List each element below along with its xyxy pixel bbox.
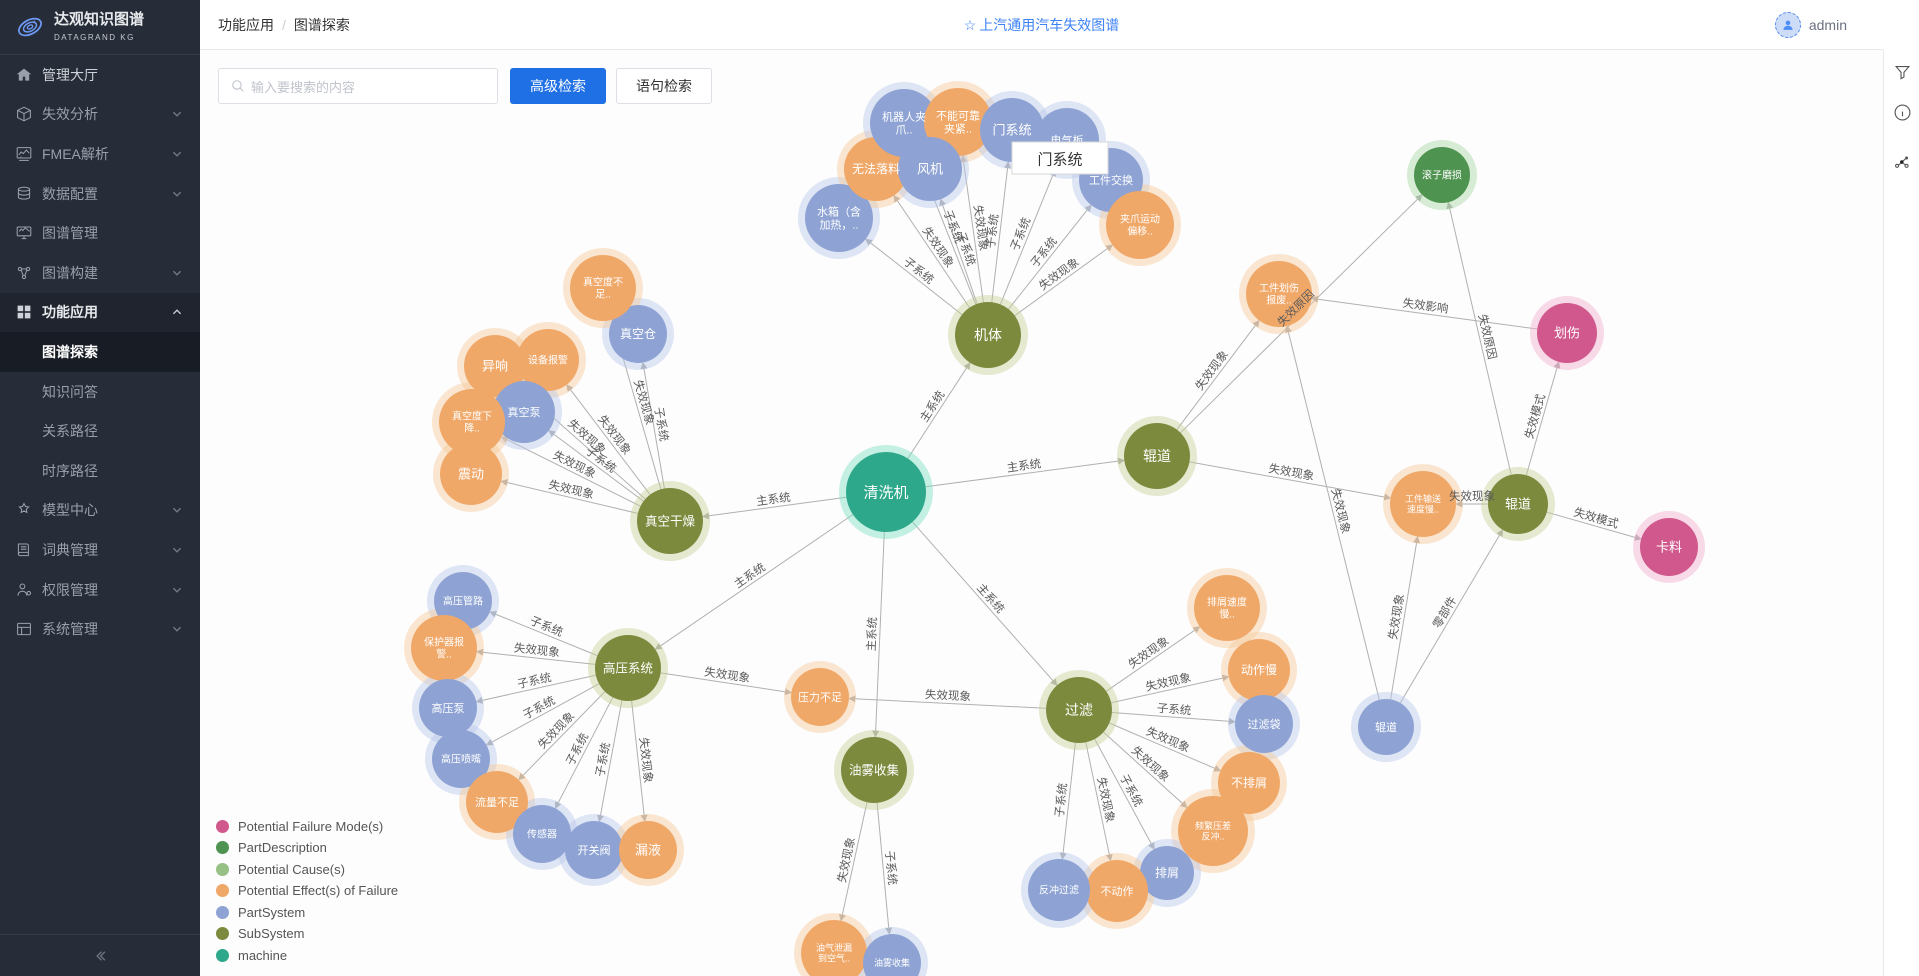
svg-text:到空气..: 到空气..: [818, 953, 850, 964]
svg-text:降..: 降..: [464, 422, 480, 435]
svg-text:高压管路: 高压管路: [443, 595, 483, 608]
svg-text:反冲过滤: 反冲过滤: [1039, 884, 1079, 897]
svg-text:主系统: 主系统: [974, 581, 1007, 616]
svg-text:爪..: 爪..: [895, 124, 912, 136]
svg-text:子系统: 子系统: [652, 406, 671, 443]
svg-text:失效现象: 失效现象: [1129, 743, 1173, 784]
svg-text:子系统: 子系统: [1156, 702, 1192, 718]
svg-text:排屑速度: 排屑速度: [1207, 596, 1247, 609]
svg-text:震动: 震动: [458, 467, 484, 482]
svg-text:排屑: 排屑: [1155, 866, 1179, 880]
svg-text:失效现象: 失效现象: [1449, 489, 1495, 503]
svg-text:失效现象: 失效现象: [703, 665, 751, 686]
svg-text:主系统: 主系统: [918, 388, 948, 424]
svg-text:加热，..: 加热，..: [819, 218, 858, 231]
svg-text:划伤: 划伤: [1554, 326, 1580, 341]
svg-text:真空仓: 真空仓: [620, 327, 656, 341]
svg-text:慢..: 慢..: [1219, 609, 1235, 621]
svg-text:门系统: 门系统: [1037, 151, 1082, 168]
svg-text:开关阀: 开关阀: [578, 843, 611, 857]
svg-text:卡料: 卡料: [1656, 540, 1682, 555]
svg-text:工件交换: 工件交换: [1089, 173, 1133, 187]
svg-text:偏移..: 偏移..: [1127, 225, 1153, 238]
svg-text:滚子磨损: 滚子磨损: [1422, 169, 1462, 182]
svg-text:失效现象: 失效现象: [1192, 348, 1231, 393]
svg-text:真空泵: 真空泵: [508, 405, 541, 419]
svg-text:保护器报: 保护器报: [424, 636, 464, 649]
svg-text:清洗机: 清洗机: [863, 484, 908, 501]
svg-text:门系统: 门系统: [992, 123, 1031, 138]
svg-text:子系统: 子系统: [883, 850, 899, 886]
svg-text:动作慢: 动作慢: [1241, 663, 1277, 677]
svg-text:不能可靠: 不能可靠: [936, 108, 980, 122]
svg-text:异响: 异响: [482, 359, 508, 374]
svg-text:油气泄漏: 油气泄漏: [816, 942, 852, 953]
svg-text:流量不足: 流量不足: [475, 795, 519, 809]
svg-text:频繁压差: 频繁压差: [1195, 820, 1231, 831]
svg-text:工件划伤: 工件划伤: [1259, 282, 1299, 295]
svg-text:足..: 足..: [595, 289, 611, 301]
svg-text:子系统: 子系统: [594, 741, 613, 778]
svg-text:子系统: 子系统: [1117, 772, 1145, 809]
svg-text:过滤: 过滤: [1065, 702, 1093, 718]
svg-text:工件输送: 工件输送: [1405, 493, 1441, 504]
svg-text:辊道: 辊道: [1143, 448, 1171, 464]
svg-text:失效现象: 失效现象: [1126, 634, 1172, 672]
svg-text:失效现象: 失效现象: [925, 687, 972, 703]
svg-text:过滤袋: 过滤袋: [1248, 717, 1281, 731]
svg-text:高压喷嘴: 高压喷嘴: [441, 753, 481, 766]
svg-text:压力不足: 压力不足: [798, 691, 842, 704]
svg-text:高压系统: 高压系统: [603, 660, 653, 675]
svg-text:真空干燥: 真空干燥: [645, 514, 696, 528]
svg-text:子系统: 子系统: [564, 731, 592, 768]
svg-text:速度慢..: 速度慢..: [1407, 504, 1439, 515]
svg-text:真空度下: 真空度下: [452, 410, 492, 423]
svg-text:子系统: 子系统: [528, 614, 565, 639]
svg-text:子系统: 子系统: [516, 671, 553, 691]
svg-text:失效现象: 失效现象: [1144, 724, 1192, 755]
svg-text:子系统: 子系统: [1008, 215, 1033, 252]
svg-text:机器人夹: 机器人夹: [882, 109, 926, 123]
svg-text:漏液: 漏液: [635, 843, 661, 858]
svg-text:夹爪运动: 夹爪运动: [1120, 213, 1160, 226]
svg-text:真空度不: 真空度不: [583, 276, 623, 289]
svg-text:主系统: 主系统: [865, 616, 880, 652]
svg-text:失效模式: 失效模式: [1572, 505, 1621, 531]
svg-text:失效影响: 失效影响: [1402, 296, 1449, 316]
svg-text:传感器: 传感器: [527, 828, 557, 841]
svg-text:风机: 风机: [917, 162, 943, 177]
svg-text:油雾收集: 油雾收集: [874, 957, 910, 968]
svg-text:机体: 机体: [974, 327, 1002, 343]
svg-text:子系统: 子系统: [521, 694, 558, 722]
svg-text:无法落料: 无法落料: [852, 162, 900, 176]
svg-text:高压泵: 高压泵: [432, 701, 465, 715]
svg-text:油雾收集: 油雾收集: [849, 762, 900, 777]
svg-text:反冲..: 反冲..: [1201, 831, 1224, 842]
svg-text:辊道: 辊道: [1375, 720, 1397, 734]
svg-text:零部件: 零部件: [1430, 594, 1460, 631]
svg-text:水箱（含: 水箱（含: [817, 204, 861, 218]
svg-text:辊道: 辊道: [1505, 497, 1531, 512]
svg-text:不动作: 不动作: [1101, 885, 1134, 898]
svg-text:设备报警: 设备报警: [528, 354, 568, 367]
svg-text:夹紧..: 夹紧..: [944, 122, 972, 135]
svg-text:失效现象: 失效现象: [631, 378, 657, 426]
svg-text:警..: 警..: [436, 648, 452, 661]
svg-text:失效现象: 失效现象: [1386, 593, 1407, 641]
svg-text:不排屑: 不排屑: [1231, 776, 1267, 790]
svg-text:失效模式: 失效模式: [1522, 392, 1548, 441]
svg-text:报废..: 报废..: [1266, 294, 1292, 307]
